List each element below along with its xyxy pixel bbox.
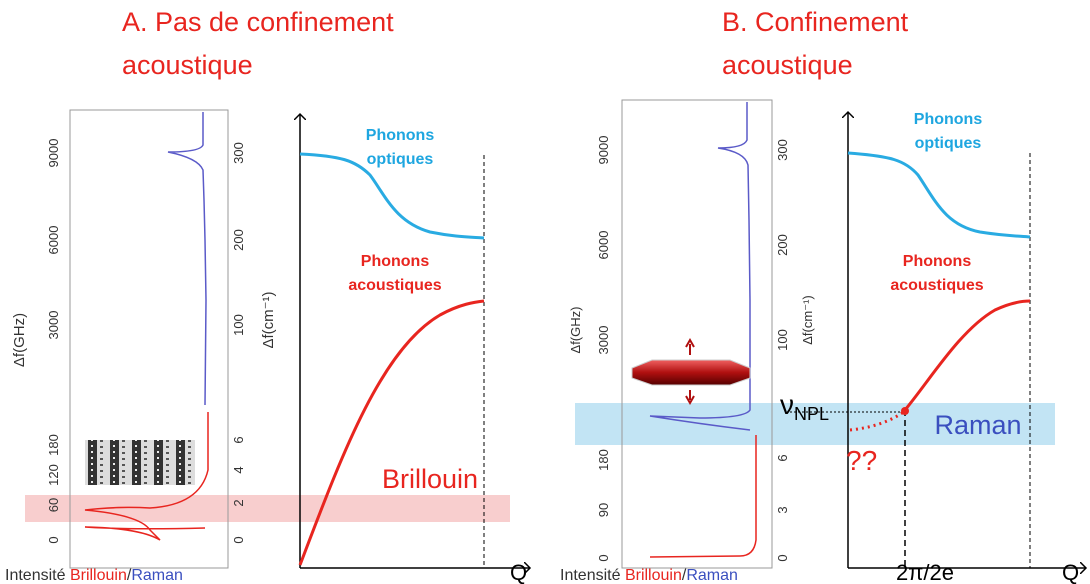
tick: 3000 (46, 311, 61, 340)
tick: 6000 (46, 226, 61, 255)
npl-point (901, 407, 909, 415)
nu-npl: νNPL (780, 389, 829, 424)
title-b-2: acoustique (722, 50, 853, 80)
raman-spectrum (167, 112, 207, 406)
left-ticks-a: 9000 6000 3000 180 120 60 0 Δf(GHz) (11, 139, 61, 544)
optical-label: optiques (367, 151, 434, 168)
footer-text: Intensité (560, 567, 625, 584)
tick: 9000 (596, 136, 611, 165)
tick: 180 (46, 434, 61, 456)
x-label-b: Q (1062, 560, 1079, 584)
x-label-a: Q (510, 560, 527, 584)
arrow-down (685, 390, 695, 406)
tick: 6 (775, 454, 790, 461)
tick: 100 (231, 314, 246, 336)
title-b-1: B. Confinement (722, 7, 909, 37)
tick: 60 (46, 498, 61, 512)
tick: 0 (231, 536, 246, 543)
tick: 2 (231, 499, 246, 506)
optical-branch-a (299, 152, 485, 240)
nu: ν (780, 389, 794, 420)
footer-raman: Raman (131, 567, 183, 584)
axis-label: Δf(cm⁻¹) (260, 291, 277, 348)
tick: 4 (231, 466, 246, 473)
axis-label: Δf(GHz) (11, 313, 28, 367)
tick: 100 (775, 329, 790, 351)
tick: 9000 (46, 139, 61, 168)
footer-slash: / (682, 567, 687, 584)
nanoplatelet (631, 359, 751, 386)
footer-raman: Raman (686, 567, 738, 584)
arrow-up (685, 337, 695, 355)
optical-label: Phonons (914, 111, 983, 128)
question: ?? (846, 445, 877, 476)
tick: 180 (596, 449, 611, 471)
tick: 200 (231, 229, 246, 251)
brillouin-spectrum-b (649, 435, 757, 558)
tick: 6 (231, 436, 246, 443)
tick: 90 (596, 503, 611, 517)
footer-slash: / (127, 567, 132, 584)
acoustic-label: Phonons (361, 253, 430, 270)
tick: 0 (46, 536, 61, 543)
axis-label: Δf(cm⁻¹) (800, 295, 815, 344)
acoustic-label: acoustiques (890, 277, 983, 294)
footer-text: Intensité (5, 567, 70, 584)
acoustic-branch-a (298, 299, 485, 566)
footer-a: Intensité Brillouin/Raman (5, 567, 183, 584)
inset-image (85, 440, 195, 485)
tick: 300 (775, 139, 790, 161)
acoustic-label: Phonons (903, 253, 972, 270)
dotted-branch (849, 409, 906, 432)
brillouin-spectrum (84, 412, 209, 541)
tick: 3 (775, 506, 790, 513)
right-ticks-b: 300 200 100 6 3 0 Δf(cm⁻¹) (775, 139, 815, 561)
tick: 3000 (596, 326, 611, 355)
optical-label: optiques (915, 135, 982, 152)
optical-label: Phonons (366, 127, 435, 144)
footer-brillouin: Brillouin (70, 567, 127, 584)
left-ticks-b: 9000 6000 3000 180 90 0 Δf(GHz) (568, 136, 611, 562)
acoustic-branch-b (903, 299, 1031, 411)
spectrum-box-b (621, 99, 773, 569)
tick: 0 (596, 554, 611, 561)
axis-label: Δf(GHz) (568, 307, 583, 354)
band-label-a: Brillouin (382, 464, 478, 494)
right-ticks-a: 300 200 100 6 4 2 0 Δf(cm⁻¹) (231, 142, 277, 543)
spectrum-box-a (69, 109, 229, 569)
footer-brillouin: Brillouin (625, 567, 682, 584)
tick: 6000 (596, 231, 611, 260)
nu-sub: NPL (794, 404, 829, 424)
tick: 300 (231, 142, 246, 164)
band-label-b: Raman (934, 410, 1021, 440)
optical-branch-b (847, 151, 1031, 239)
title-a-1: A. Pas de confinement (122, 7, 394, 37)
tick: 200 (775, 234, 790, 256)
x-tick-b: 2π/2e (896, 560, 954, 584)
tick: 0 (775, 554, 790, 561)
tick: 120 (46, 464, 61, 486)
title-a-2: acoustique (122, 50, 253, 80)
raman-band (575, 403, 1055, 445)
raman-spectrum-b (649, 102, 751, 431)
acoustic-label: acoustiques (348, 277, 441, 294)
footer-b: Intensité Brillouin/Raman (560, 567, 738, 584)
